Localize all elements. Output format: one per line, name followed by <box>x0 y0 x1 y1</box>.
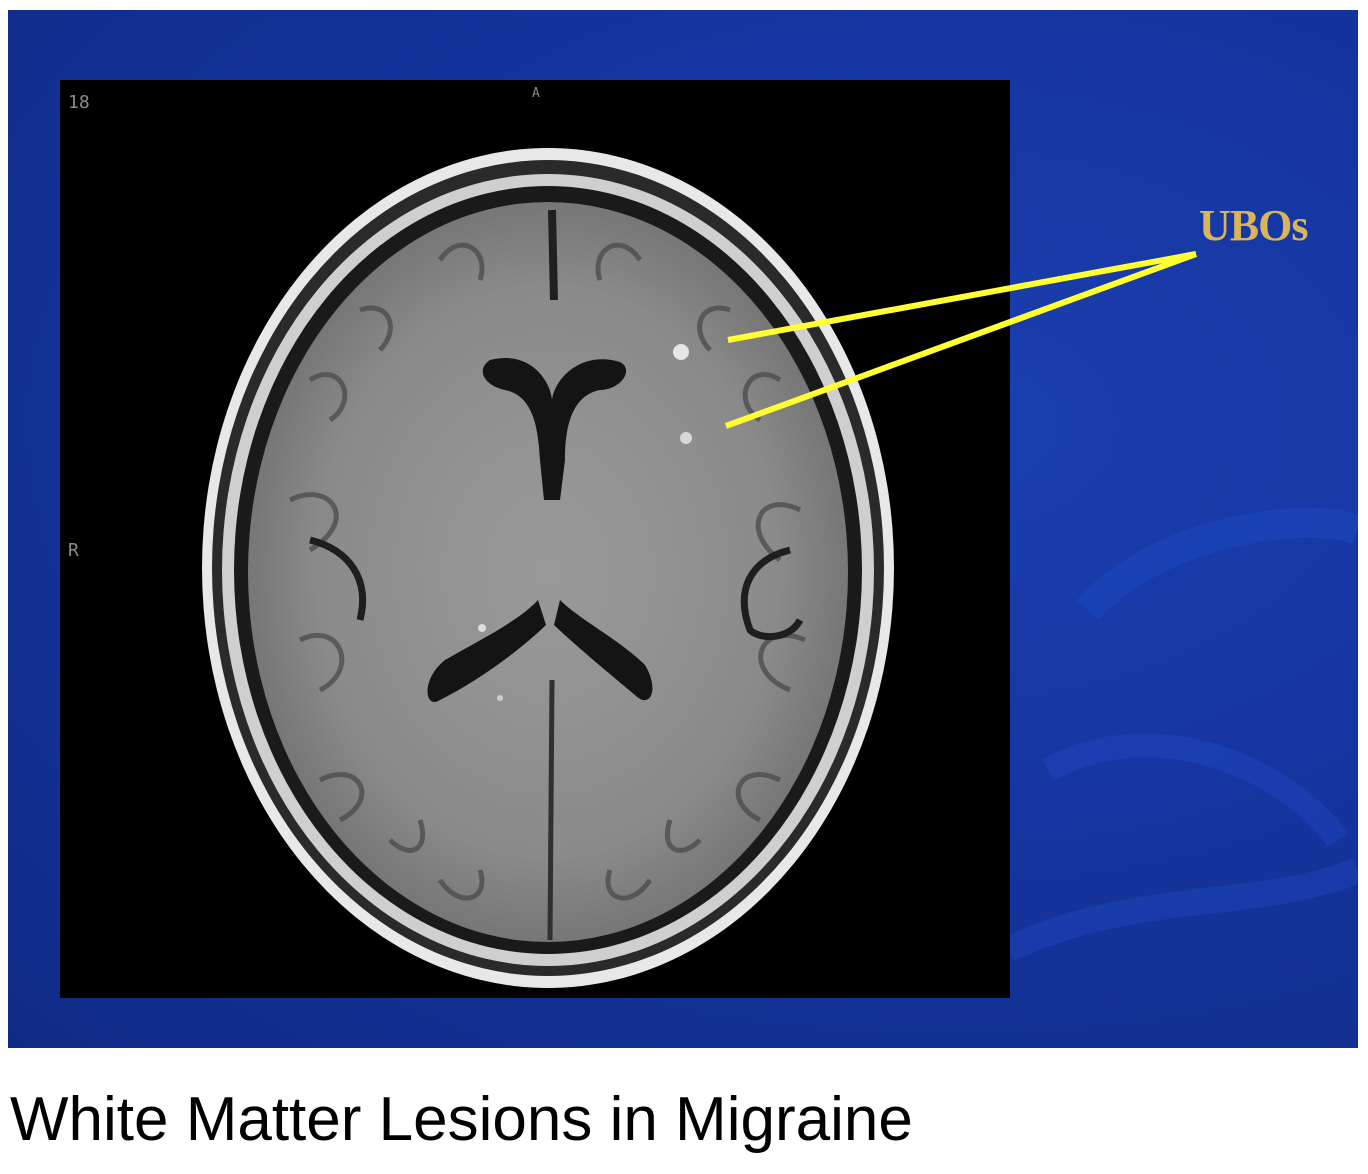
brain-tissue <box>248 202 848 942</box>
pointer-line-lower <box>724 251 1198 429</box>
slide-background: 18 R A UBOs <box>8 10 1358 1048</box>
annotation-pointers <box>724 251 1198 429</box>
slice-number-label: 18 <box>68 92 90 113</box>
ventricle-left-posterior <box>427 600 546 702</box>
lesion-upper <box>673 344 689 360</box>
ubos-annotation-label: UBOs <box>1199 201 1308 250</box>
ventricle-frontal <box>482 358 627 500</box>
brain-scan-graphic <box>202 148 894 988</box>
pointer-line-upper <box>727 251 1197 343</box>
anterior-marker-label: A <box>532 86 540 101</box>
lesion-lower <box>680 432 692 444</box>
side-marker-label: R <box>68 540 79 561</box>
mri-scan-image: 18 R A <box>60 80 1010 998</box>
figure-caption: White Matter Lesions in Migraine <box>10 1085 913 1154</box>
ventricle-right-posterior <box>554 600 653 701</box>
background-swirl <box>1002 507 1358 962</box>
